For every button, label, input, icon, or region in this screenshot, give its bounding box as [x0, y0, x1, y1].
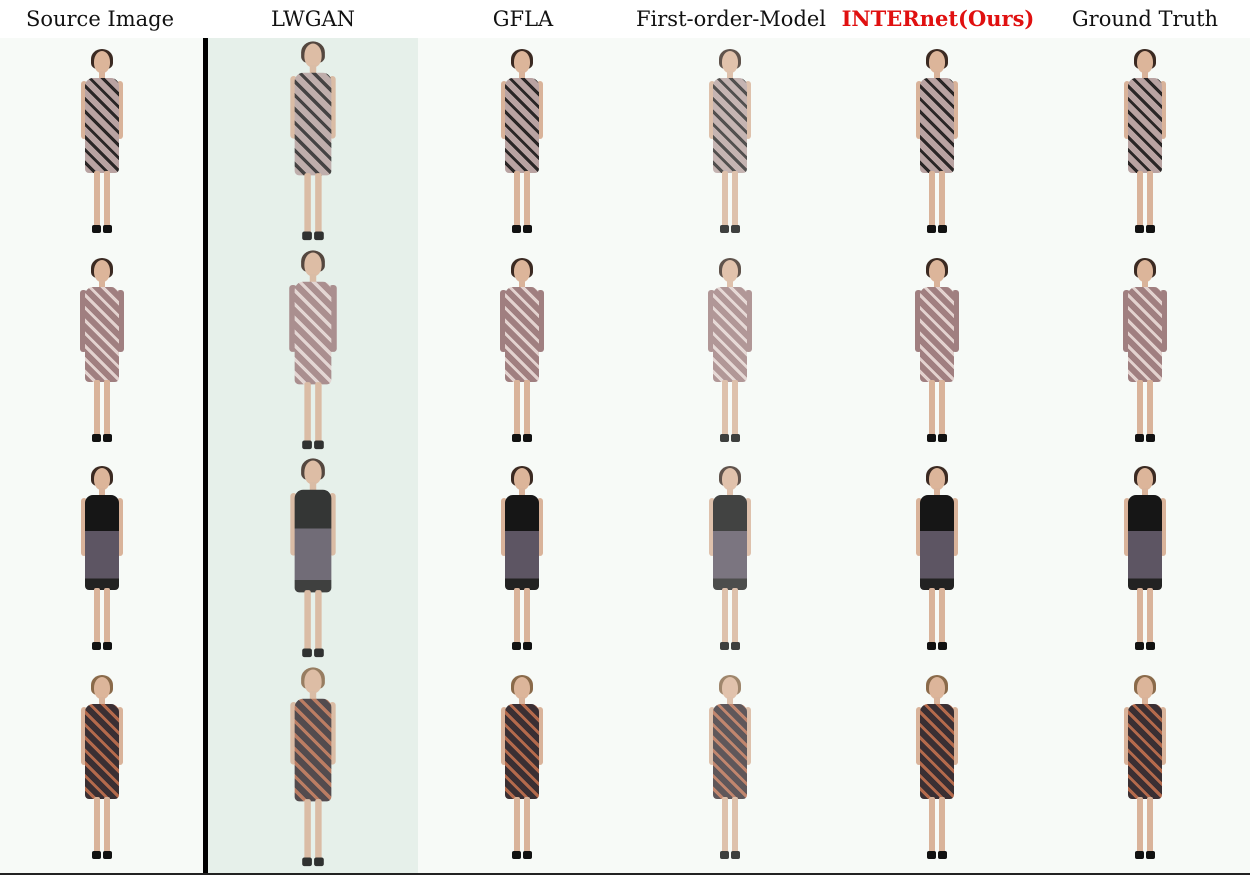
person-figure [1123, 257, 1167, 446]
vertical-divider [203, 38, 208, 873]
person-figure [289, 41, 337, 244]
comparison-image-grid [0, 38, 1250, 873]
column-title-lwgan: LWGAN [270, 7, 356, 31]
person-figure [80, 466, 124, 654]
person-figure [708, 466, 752, 654]
result-image-first-order-model-row-2 [626, 247, 833, 456]
person-figure [289, 249, 337, 453]
result-image-lwgan-row-2 [208, 247, 418, 456]
column-title-first-order-model: First-order-Model [635, 7, 827, 31]
person-figure [1123, 48, 1167, 237]
result-image-lwgan-row-4 [208, 664, 418, 873]
result-image-gfla-row-2 [418, 247, 626, 456]
person-figure [1123, 675, 1167, 863]
result-image-ground-truth-row-3 [1040, 456, 1250, 665]
result-image-lwgan-row-1 [208, 38, 418, 247]
result-image-source-image-row-3 [0, 456, 203, 665]
result-image-first-order-model-row-1 [626, 38, 833, 247]
person-figure [915, 48, 959, 237]
result-image-ground-truth-row-2 [1040, 247, 1250, 456]
person-figure [289, 667, 337, 871]
person-figure [500, 48, 544, 237]
column-title-gfla: GFLA [492, 7, 554, 31]
result-image-internet-ours-row-1 [833, 38, 1040, 247]
result-image-gfla-row-4 [418, 664, 626, 873]
person-figure [707, 257, 752, 446]
person-figure [500, 257, 544, 446]
column-title-ground-truth: Ground Truth [1071, 7, 1219, 31]
person-figure [1123, 466, 1167, 654]
person-figure [500, 675, 544, 863]
person-figure [915, 466, 959, 654]
column-title-internet-ours: INTERnet(Ours) [841, 6, 1035, 31]
result-image-lwgan-row-3 [208, 456, 418, 665]
bottom-border [0, 873, 1250, 875]
person-figure [80, 675, 124, 863]
result-image-internet-ours-row-4 [833, 664, 1040, 873]
result-image-first-order-model-row-3 [626, 456, 833, 665]
result-image-source-image-row-2 [0, 247, 203, 456]
result-image-gfla-row-3 [418, 456, 626, 665]
person-figure [500, 466, 544, 654]
result-image-first-order-model-row-4 [626, 664, 833, 873]
result-image-source-image-row-4 [0, 664, 203, 873]
person-figure [914, 257, 959, 446]
result-image-ground-truth-row-1 [1040, 38, 1250, 247]
person-figure [79, 257, 124, 446]
person-figure [80, 48, 124, 237]
result-image-source-image-row-1 [0, 38, 203, 247]
person-figure [915, 675, 959, 863]
person-figure [708, 48, 752, 237]
result-image-internet-ours-row-2 [833, 247, 1040, 456]
result-image-gfla-row-1 [418, 38, 626, 247]
result-image-ground-truth-row-4 [1040, 664, 1250, 873]
result-image-internet-ours-row-3 [833, 456, 1040, 665]
person-figure [708, 675, 752, 863]
column-header-row: Source Image LWGAN GFLA First-order-Mode… [0, 0, 1250, 38]
person-figure [289, 458, 337, 662]
column-title-source-image: Source Image [25, 7, 175, 31]
